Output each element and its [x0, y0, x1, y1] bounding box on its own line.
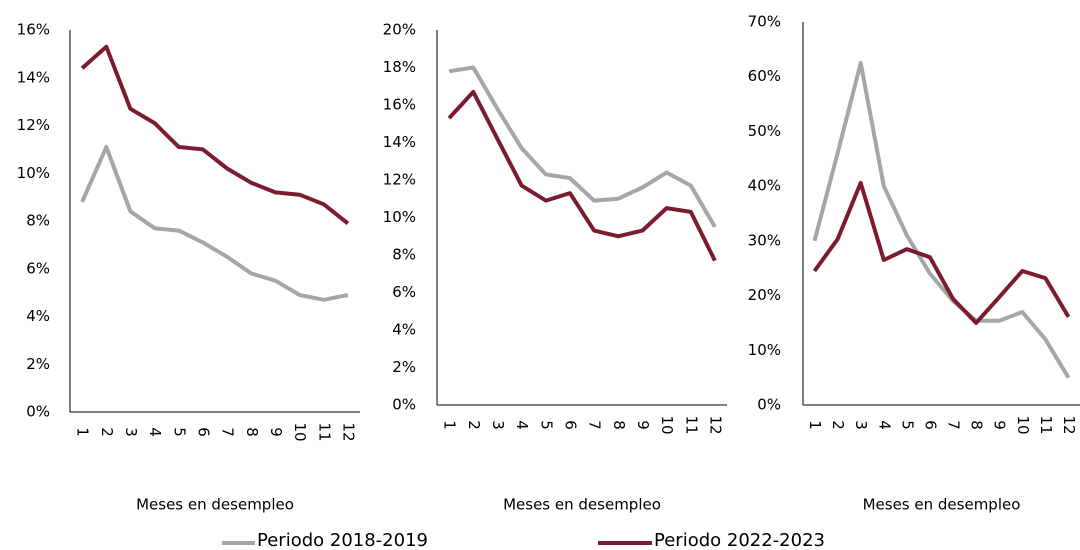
x-tick-label: 9: [634, 420, 652, 430]
x-tick-label: 4: [513, 420, 531, 430]
series-line: Periodo 2022-2023: [447, 89, 717, 262]
x-tick-label: 5: [537, 420, 555, 430]
y-tick-label: 10%: [748, 341, 781, 359]
y-tick-label: 40%: [748, 177, 781, 195]
y-tick-label: 2%: [26, 355, 50, 373]
x-tick-label: 6: [921, 420, 939, 430]
x-tick-label: 1: [74, 427, 92, 437]
x-tick-label: 12: [1060, 415, 1078, 434]
x-tick-label: 4: [875, 420, 893, 430]
y-tick-label: 8%: [26, 212, 50, 230]
x-axis-title: Meses en desempleo: [863, 496, 1021, 514]
x-tick-label: 10: [1014, 415, 1032, 434]
series-line: Periodo 2018-2019: [80, 145, 349, 302]
y-tick-label: 4%: [26, 307, 50, 325]
y-tick-label: 70%: [748, 13, 781, 31]
x-tick-label: 3: [852, 420, 870, 430]
y-tick-label: 16%: [17, 21, 50, 39]
y-tick-label: 10%: [383, 208, 416, 226]
x-tick-label: 5: [898, 420, 916, 430]
x-tick-label: 6: [194, 427, 212, 437]
x-tick-label: 4: [146, 427, 164, 437]
y-tick-label: 18%: [383, 58, 416, 76]
x-axis-title: Meses en desempleo: [503, 496, 661, 514]
y-tick-label: 12%: [17, 116, 50, 134]
x-tick-label: 11: [682, 415, 700, 434]
legend-label: Periodo 2022-2023: [654, 530, 825, 550]
series-line: Periodo 2018-2019: [812, 61, 1071, 379]
x-tick-label: 11: [1037, 415, 1055, 434]
y-tick-label: 50%: [748, 122, 781, 140]
series-line: Periodo 2022-2023: [80, 44, 350, 225]
y-tick-label: 14%: [383, 133, 416, 151]
y-tick-label: 8%: [392, 246, 416, 264]
y-tick-label: 2%: [392, 358, 416, 376]
x-tick-label: 2: [829, 420, 847, 430]
y-tick-label: 20%: [748, 286, 781, 304]
x-tick-label: 8: [243, 427, 261, 437]
legend-label: Periodo 2018-2019: [257, 530, 428, 550]
series-line: Periodo 2022-2023: [812, 180, 1071, 325]
x-tick-label: 3: [489, 420, 507, 430]
x-tick-label: 11: [315, 422, 333, 441]
x-tick-label: 8: [968, 420, 986, 430]
x-tick-label: 6: [561, 420, 579, 430]
y-tick-label: 60%: [748, 67, 781, 85]
x-tick-label: 9: [991, 420, 1009, 430]
y-tick-label: 6%: [26, 259, 50, 277]
x-axis-title: Meses en desempleo: [136, 496, 294, 514]
y-tick-label: 0%: [757, 396, 781, 414]
x-tick-label: 7: [586, 420, 604, 430]
x-tick-label: 7: [219, 427, 237, 437]
y-tick-label: 6%: [392, 283, 416, 301]
x-tick-label: 1: [441, 420, 459, 430]
x-tick-label: 1: [806, 420, 824, 430]
x-tick-label: 12: [339, 422, 357, 441]
y-tick-label: 30%: [748, 231, 781, 249]
y-tick-label: 16%: [383, 96, 416, 114]
x-tick-label: 8: [610, 420, 628, 430]
x-tick-label: 10: [291, 422, 309, 441]
x-tick-label: 2: [98, 427, 116, 437]
x-tick-label: 9: [267, 427, 285, 437]
y-tick-label: 20%: [383, 21, 416, 39]
series-line: Periodo 2018-2019: [448, 65, 717, 228]
x-tick-label: 12: [706, 415, 724, 434]
y-tick-label: 12%: [383, 171, 416, 189]
x-tick-label: 7: [945, 420, 963, 430]
x-tick-label: 10: [658, 415, 676, 434]
y-tick-label: 4%: [392, 321, 416, 339]
y-tick-label: 14%: [17, 68, 50, 86]
x-tick-label: 2: [465, 420, 483, 430]
y-tick-label: 0%: [392, 396, 416, 414]
y-tick-label: 10%: [17, 164, 50, 182]
x-tick-label: 5: [170, 427, 188, 437]
y-tick-label: 0%: [26, 403, 50, 421]
x-tick-label: 3: [122, 427, 140, 437]
